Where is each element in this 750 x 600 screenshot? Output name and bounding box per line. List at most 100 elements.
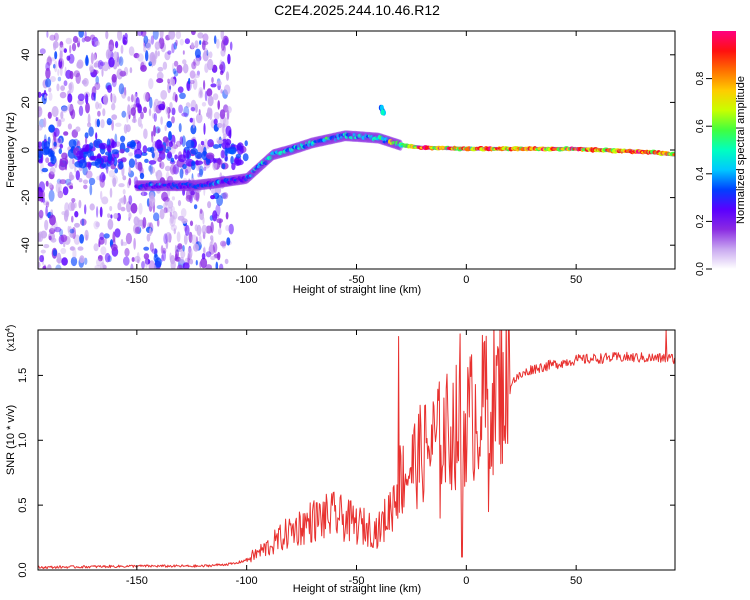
spectrogram-noise-blob (128, 152, 134, 157)
spectrogram-noise-blob (196, 70, 200, 76)
spectrogram-noise-blob (176, 231, 181, 243)
spectrogram-noise-blob (190, 42, 195, 49)
spectrogram-noise-blob (180, 249, 186, 259)
spectrogram-noise-blob (185, 189, 193, 200)
spectrogram-noise-blob (179, 168, 184, 179)
spectrogram-band-blob (68, 139, 77, 149)
spectrogram-noise-blob (162, 61, 168, 70)
spectrogram-noise-blob (67, 123, 72, 130)
spectrogram-band-blob (194, 160, 204, 166)
spectrogram-band-blob (111, 149, 120, 155)
spectrogram-noise-blob (101, 256, 104, 268)
spectrogram-noise-blob (145, 50, 149, 62)
spectrogram-noise-blob (212, 210, 218, 222)
spectrogram-noise-blob (226, 237, 231, 246)
spectrogram-noise-blob (56, 252, 62, 264)
spectrogram-noise-blob (128, 165, 131, 175)
spectrogram-noise-blob (148, 108, 152, 117)
spectrogram-noise-blob (169, 252, 172, 261)
spectrogram-band-blob (107, 155, 112, 162)
spectrogram-noise-blob (114, 168, 118, 174)
spectrogram-band-blob (134, 154, 142, 159)
snr-y-label: SNR (10 * v/v) (5, 405, 17, 475)
spectrogram-band-blob (100, 163, 107, 169)
spectrogram-noise-blob (205, 264, 212, 269)
spectrogram-noise-blob (169, 164, 177, 175)
spectrogram-noise-blob (48, 87, 52, 93)
spectrogram-noise-blob (202, 216, 205, 225)
spectrogram-noise-blob (198, 87, 204, 96)
spectrogram-noise-blob (82, 77, 89, 87)
spectrogram-noise-blob (184, 38, 190, 45)
spectrogram-noise-blob (83, 184, 88, 190)
snr-x-tick-label: -50 (349, 575, 365, 587)
spectrogram-noise-blob (157, 50, 160, 57)
spectrogram-noise-blob (146, 233, 151, 242)
spectrogram-noise-blob (205, 251, 212, 258)
spectrogram-noise-blob (203, 122, 206, 135)
spectrogram-noise-blob (149, 163, 153, 175)
spectrogram-noise-blob (195, 259, 198, 266)
spectrogram-noise-blob (108, 57, 115, 68)
spectrogram-noise-blob (137, 104, 143, 114)
spectrogram-noise-blob (149, 96, 153, 109)
spectrogram-noise-blob (40, 190, 46, 199)
spectrogram-noise-blob (104, 236, 107, 246)
spectrogram-noise-blob (139, 172, 145, 180)
spectrogram-noise-blob (60, 247, 67, 255)
spectrogram-band-blob (177, 154, 187, 163)
spectrogram-noise-blob (72, 248, 77, 260)
spectrogram-noise-blob (84, 204, 87, 215)
spectrogram-noise-blob (222, 123, 226, 129)
spectrogram-noise-blob (107, 213, 111, 219)
spectrogram-noise-blob (170, 206, 175, 213)
spectrogram-noise-blob (169, 102, 173, 110)
spectrogram-noise-blob (136, 252, 140, 262)
spectrogram-noise-blob (174, 93, 178, 103)
spectrogram-noise-blob (216, 139, 224, 144)
spectrogram-noise-blob (110, 214, 113, 219)
spectrogram-noise-blob (61, 105, 68, 112)
spectrogram-noise-blob (120, 44, 124, 54)
spectrogram-noise-blob (162, 136, 169, 143)
spectrogram-noise-blob (100, 61, 105, 67)
spectrogram-noise-blob (60, 85, 65, 91)
spectrogram-noise-blob (192, 117, 196, 129)
spectrogram-y-tick-label: 20 (20, 96, 32, 108)
spectrogram-noise-blob (69, 174, 75, 181)
spectrogram-feature-blob (379, 104, 384, 111)
spectrogram-noise-blob (78, 105, 84, 117)
spectrogram-noise-blob (206, 88, 213, 97)
spectrogram-band-blob (151, 152, 155, 159)
spectrogram-noise-blob (52, 40, 59, 49)
spectrogram-noise-blob (68, 53, 75, 64)
figure-title: C2E4.2025.244.10.46.R12 (274, 2, 440, 18)
spectrogram-noise-blob (223, 104, 229, 113)
snr-axes: -150 -100 -50 0 50 0.0 0.5 1.0 1.5 (17, 330, 675, 587)
spectrogram-noise-blob (176, 64, 183, 74)
spectrogram-band-blob (47, 148, 53, 158)
spectrogram-noise-blob (49, 34, 56, 41)
spectrogram-noise-blob (69, 185, 74, 190)
spectrogram-noise-blob (182, 59, 187, 65)
spectrogram-noise-blob (85, 136, 88, 145)
spectrogram-noise-blob (38, 91, 42, 98)
spectrogram-noise-blob (173, 70, 179, 77)
spectrogram-noise-blob (74, 165, 77, 173)
spectrogram-noise-blob (183, 233, 188, 245)
spectrogram-noise-blob (167, 50, 172, 55)
spectrogram-noise-blob (168, 131, 172, 141)
spectrogram-axes: -150 -100 -50 0 50 -40 -20 0 20 40 (20, 31, 675, 286)
spectrogram-noise-blob (79, 234, 84, 244)
spectrogram-band-blob (110, 141, 117, 148)
spectrogram-noise-blob (169, 85, 172, 90)
spectrogram-noise-blob (197, 173, 201, 178)
spectrogram-noise-blob (210, 83, 217, 88)
snr-y-tick-label: 1.0 (17, 433, 29, 448)
spectrogram-band-blob (167, 151, 172, 159)
spectrogram-noise-blob (220, 240, 227, 247)
spectrogram-noise-blob (89, 66, 94, 73)
spectrogram-band-blob (59, 143, 64, 149)
spectrogram-band-blob (89, 142, 94, 149)
spectrogram-noise-blob (109, 187, 113, 198)
